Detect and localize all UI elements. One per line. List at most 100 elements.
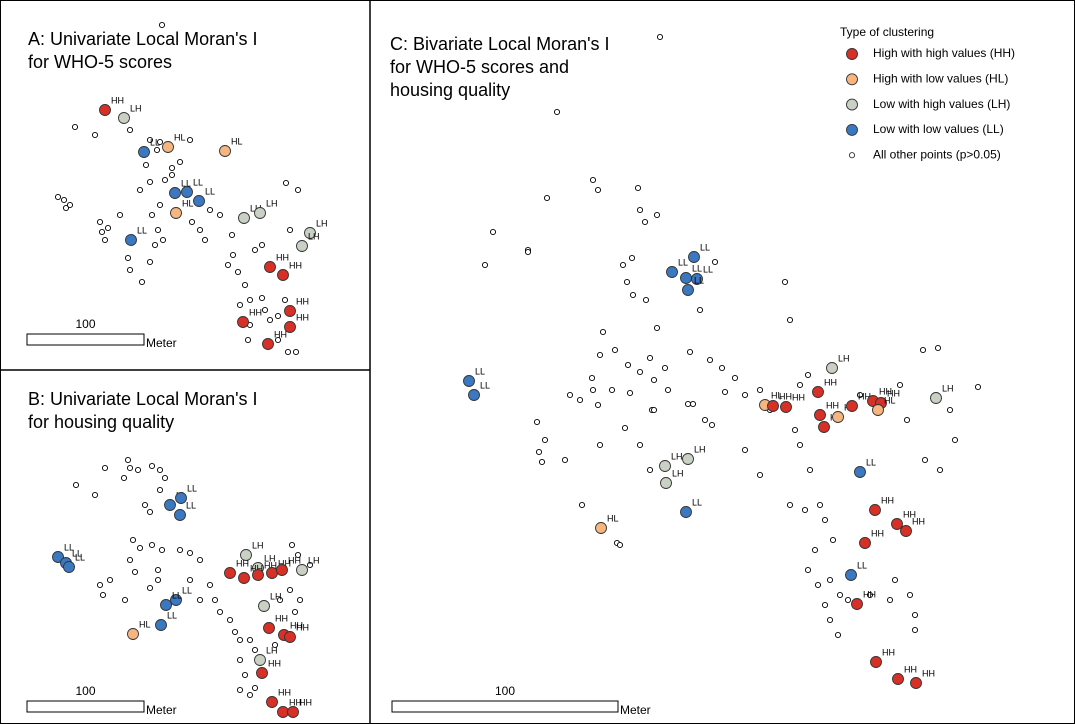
other-point (826, 616, 834, 624)
other-point (594, 186, 602, 194)
cluster-point (468, 389, 480, 401)
cluster-label: HH (912, 516, 925, 526)
cluster-point (463, 375, 475, 387)
other-point (258, 241, 266, 249)
cluster-label: HH (250, 563, 263, 573)
other-point (646, 466, 654, 474)
other-point (596, 441, 604, 449)
other-point (741, 391, 749, 399)
other-point (158, 21, 166, 29)
scale-bar (26, 333, 145, 346)
other-point (116, 211, 124, 219)
legend-swatch (848, 152, 856, 159)
cluster-label: LL (678, 257, 688, 267)
other-point (60, 196, 68, 204)
cluster-label: HH (299, 697, 312, 707)
cluster-point (682, 284, 694, 296)
other-point (71, 123, 79, 131)
other-point (829, 536, 837, 544)
other-point (936, 466, 944, 474)
legend-swatch (846, 48, 858, 60)
cluster-label: LL (694, 275, 704, 285)
other-point (98, 228, 106, 236)
other-point (553, 108, 561, 116)
other-point (106, 576, 114, 584)
cluster-point (263, 622, 275, 634)
legend-label: High with low values (HL) (873, 71, 1008, 85)
cluster-label: LL (857, 560, 867, 570)
other-point (619, 261, 627, 269)
other-point (228, 231, 236, 239)
cluster-point (870, 656, 882, 668)
legend-swatch (846, 98, 858, 111)
other-point (650, 376, 658, 384)
other-point (711, 258, 719, 266)
other-point (129, 536, 137, 544)
other-point (578, 501, 586, 509)
other-point (538, 458, 546, 466)
other-point (801, 506, 809, 514)
other-point (786, 501, 794, 509)
panel-title: A: Univariate Local Moran's I (28, 29, 258, 49)
other-point (821, 516, 829, 524)
cluster-label: HH (882, 647, 895, 657)
cluster-point (296, 240, 308, 252)
cluster-point (680, 272, 692, 284)
other-point (636, 206, 644, 214)
other-point (656, 33, 664, 41)
other-point (158, 546, 166, 554)
other-point (159, 236, 167, 244)
panel-title: C: Bivariate Local Moran's I (390, 34, 610, 54)
cluster-point (266, 567, 278, 579)
scale-unit: Meter (620, 703, 651, 717)
cluster-label: HL (139, 619, 151, 629)
other-point (806, 466, 814, 474)
other-point (791, 426, 799, 434)
scale-bar (26, 700, 145, 713)
other-point (292, 348, 300, 356)
other-point (206, 581, 214, 589)
other-point (896, 381, 904, 389)
cluster-point (287, 706, 299, 718)
cluster-point (691, 273, 703, 285)
cluster-label: HH (871, 528, 884, 538)
other-point (561, 456, 569, 464)
other-point (229, 251, 237, 259)
scale-label: 100 (75, 684, 95, 698)
other-point (146, 258, 154, 266)
cluster-point (910, 677, 922, 689)
other-point (241, 281, 249, 289)
other-point (211, 596, 219, 604)
other-point (781, 278, 789, 286)
other-point (96, 581, 104, 589)
cluster-point (164, 499, 176, 511)
cluster-label: LL (205, 186, 215, 196)
cluster-label: LL (172, 590, 182, 600)
cluster-point (155, 619, 167, 631)
other-point (161, 176, 169, 184)
legend-swatch (846, 123, 858, 136)
other-point (756, 386, 764, 394)
other-point (138, 278, 146, 286)
other-point (216, 211, 224, 219)
other-point (271, 641, 279, 649)
cluster-point (859, 537, 871, 549)
cluster-label: HH (881, 495, 894, 505)
cluster-point (252, 569, 264, 581)
cluster-point (595, 522, 607, 534)
cluster-label: LH (264, 553, 276, 563)
other-point (866, 591, 874, 599)
cluster-point (832, 411, 844, 423)
other-point (131, 568, 139, 576)
other-point (156, 466, 164, 474)
cluster-point (296, 564, 308, 576)
other-point (96, 218, 104, 226)
cluster-point (63, 561, 75, 573)
cluster-point (818, 421, 830, 433)
other-point (156, 138, 164, 146)
cluster-label: LL (187, 483, 197, 493)
cluster-label: HL (231, 136, 243, 146)
other-point (236, 686, 244, 694)
scale-bar (391, 700, 619, 713)
cluster-label: LL (480, 380, 490, 390)
